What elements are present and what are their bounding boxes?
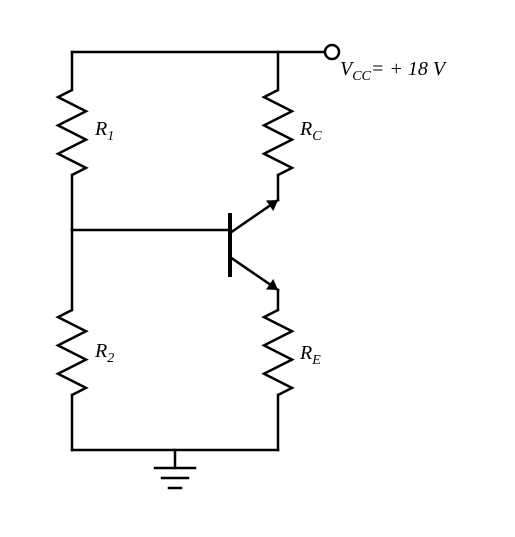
r1-label: R1 — [95, 118, 114, 145]
rc-label: RC — [300, 118, 322, 145]
circuit-container: VCC= + 18 V R1 R2 RC RE — [0, 0, 515, 537]
vcc-label: VCC= + 18 V — [340, 58, 445, 85]
r2-label: R2 — [95, 340, 114, 367]
re-label: RE — [300, 342, 321, 369]
